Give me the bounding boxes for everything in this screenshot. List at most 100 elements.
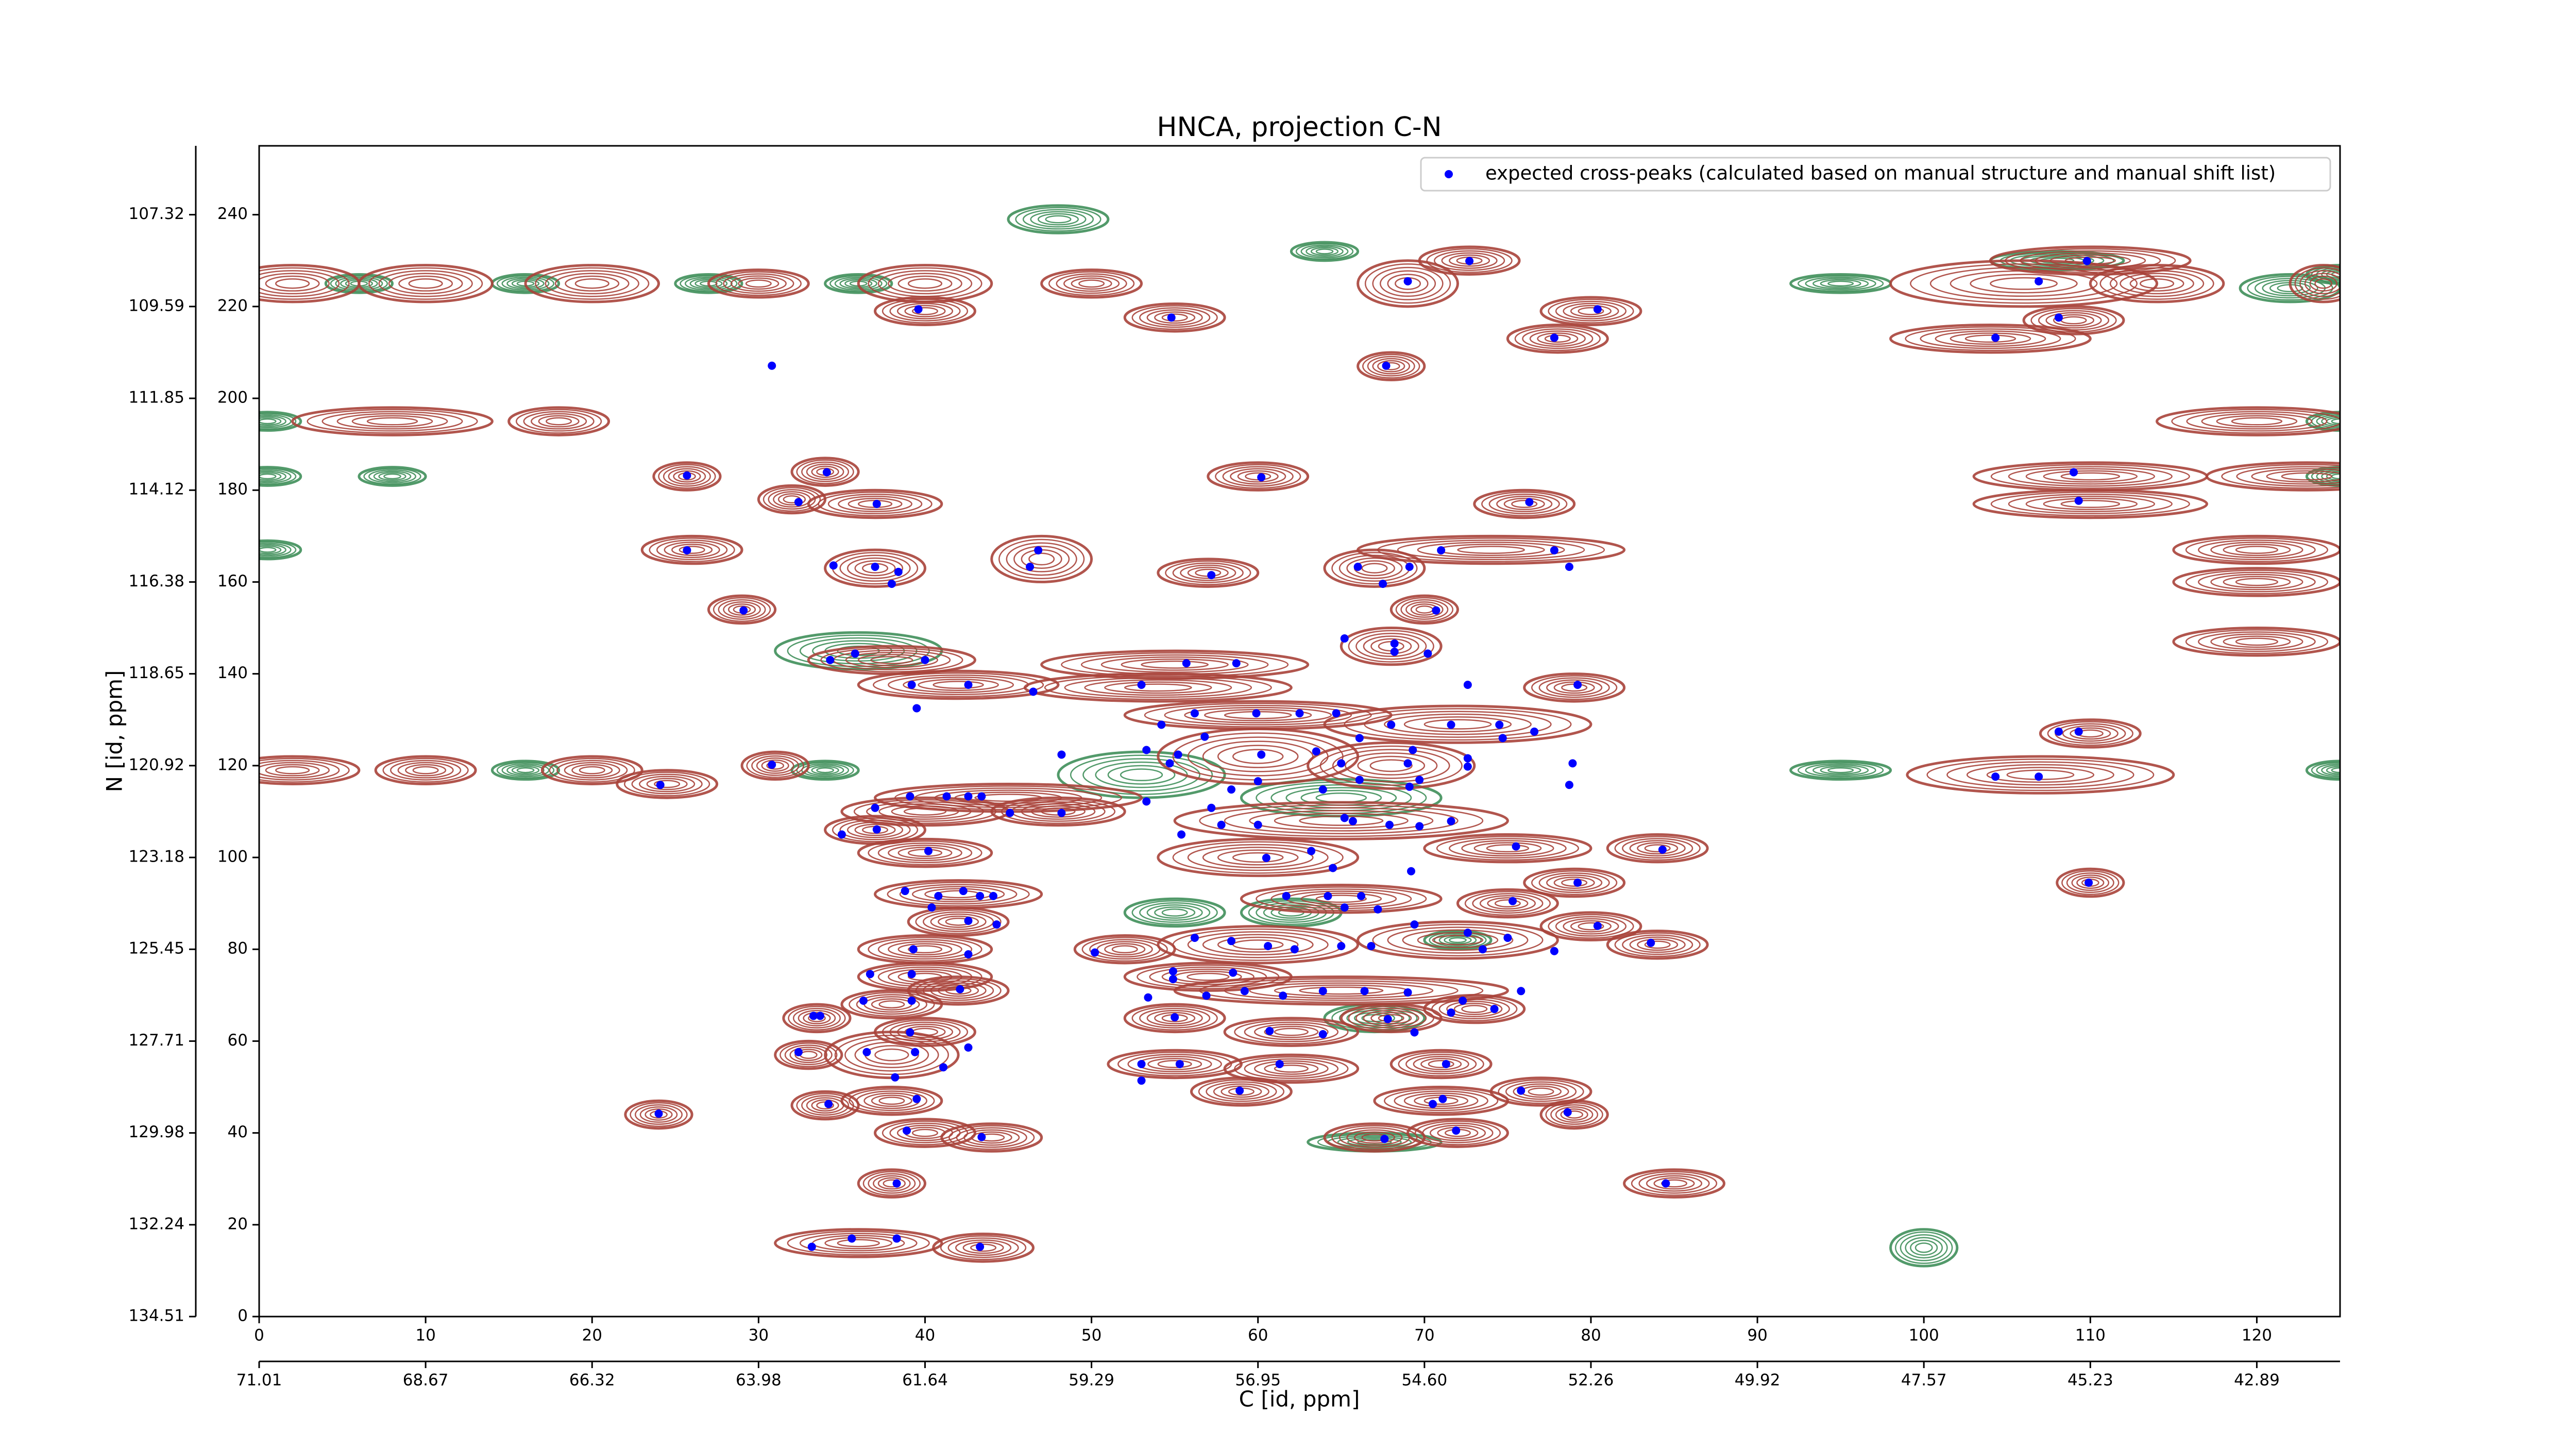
legend-label: expected cross-peaks (calculated based o…	[1485, 162, 2276, 184]
contour-ring	[868, 937, 982, 962]
cross-peak-marker	[1550, 333, 1558, 342]
contour-ring	[870, 655, 913, 664]
contour-ring	[1254, 1023, 1329, 1040]
contour-ring	[259, 470, 286, 482]
cross-peak-marker	[1337, 941, 1346, 950]
cross-peak-marker	[794, 498, 803, 507]
cross-peak-marker	[851, 649, 859, 658]
contour-ring	[874, 296, 976, 326]
contour-ring	[1157, 1060, 1192, 1068]
cross-peak-marker	[924, 847, 933, 855]
contour-ring	[1398, 1051, 1484, 1076]
contour-ring	[1406, 1118, 1509, 1148]
contour-ring	[259, 543, 292, 557]
contour-ring	[930, 982, 987, 999]
contour-ring	[933, 681, 984, 689]
contour-ring	[1400, 599, 1449, 620]
contour-ring	[1372, 266, 1444, 300]
contour-ring	[1199, 978, 1484, 1003]
contour-ring	[1563, 918, 1619, 935]
contour-ring	[565, 275, 620, 292]
contour-ring	[1606, 833, 1709, 864]
contour-ring	[1441, 252, 1498, 269]
contour-ring	[907, 945, 943, 954]
cross-peak-marker	[977, 1133, 986, 1141]
contour-ring	[1198, 1079, 1285, 1104]
contour-ring	[777, 493, 806, 506]
contour-ring	[1104, 681, 1212, 694]
contour-ring	[948, 1125, 1035, 1150]
cross-peak-marker	[1171, 1013, 1179, 1022]
contour-ring	[962, 1241, 1004, 1254]
contour-ring	[382, 757, 469, 783]
contour-ring	[1078, 279, 1105, 288]
x2-tick-label: 61.64	[902, 1371, 948, 1390]
contour-ring	[1370, 1012, 1412, 1024]
contour-peak	[1606, 930, 1709, 960]
cross-peak-marker	[866, 970, 874, 979]
cross-peak-marker	[859, 997, 868, 1005]
cross-peak-marker	[1403, 277, 1412, 285]
contour-ring	[790, 457, 860, 487]
contour-ring	[788, 1005, 846, 1031]
cross-peak-marker	[1437, 546, 1446, 554]
contour-ring	[911, 307, 938, 315]
contour-ring	[1022, 209, 1094, 230]
contour-ring	[787, 1231, 930, 1256]
contour-ring	[1555, 916, 1627, 937]
contour-ring	[794, 1049, 823, 1062]
x2-tick-label: 54.60	[1401, 1371, 1447, 1390]
cross-peak-marker	[1463, 754, 1472, 763]
contour-peak	[490, 760, 561, 781]
contour-peak	[259, 755, 361, 785]
contour-ring	[1372, 923, 1544, 956]
contour-ring	[1111, 945, 1138, 954]
contour-ring	[2331, 418, 2340, 425]
x-tick-label: 0	[254, 1326, 264, 1345]
contour-ring	[955, 1239, 1012, 1256]
cross-peak-marker	[837, 830, 846, 839]
contour-ring	[373, 470, 412, 482]
contour-ring	[1064, 677, 1252, 698]
cross-peak-marker	[2070, 468, 2078, 477]
contour-ring	[1827, 280, 1854, 287]
cross-peak-marker	[1252, 709, 1261, 718]
contour-ring	[766, 761, 785, 770]
contour-ring	[2064, 256, 2116, 265]
contour-ring	[324, 273, 394, 294]
contour-ring	[1048, 271, 1135, 296]
contour-ring	[2210, 633, 2303, 650]
cross-peak-marker	[964, 792, 973, 801]
contour-ring	[1299, 986, 1384, 995]
cross-peak-marker	[829, 561, 838, 570]
contour-ring	[1224, 980, 1459, 1001]
cross-peak-marker	[1057, 808, 1066, 817]
contour-peak	[358, 264, 494, 304]
contour-ring	[631, 773, 703, 795]
contour-ring	[2311, 266, 2340, 283]
contour-ring	[1340, 627, 1443, 666]
contour-peak	[857, 1168, 926, 1199]
cross-peak-marker	[1235, 1086, 1244, 1095]
cross-peak-marker	[964, 916, 973, 925]
contour-ring	[2025, 496, 2155, 512]
contour-ring	[259, 417, 282, 426]
contour-ring	[515, 409, 602, 434]
cross-peak-marker	[1447, 720, 1455, 729]
contour-peak	[824, 815, 926, 845]
x2-tick-label: 52.26	[1568, 1371, 1614, 1390]
contour-peak	[857, 837, 993, 868]
contour-ring	[806, 463, 844, 480]
contour-ring	[1990, 277, 2058, 290]
contour-ring	[1561, 879, 1588, 887]
contour-ring	[1131, 305, 1218, 330]
contour-ring	[1629, 840, 1686, 857]
contour-ring	[1546, 679, 1603, 696]
contour-ring	[1496, 496, 1553, 512]
contour-ring	[1146, 1009, 1203, 1026]
contour-ring	[1889, 1228, 1959, 1268]
contour-ring	[1234, 1056, 1349, 1081]
contour-ring	[723, 601, 761, 618]
contour-ring	[1522, 328, 1594, 349]
cross-peak-marker	[872, 825, 881, 834]
